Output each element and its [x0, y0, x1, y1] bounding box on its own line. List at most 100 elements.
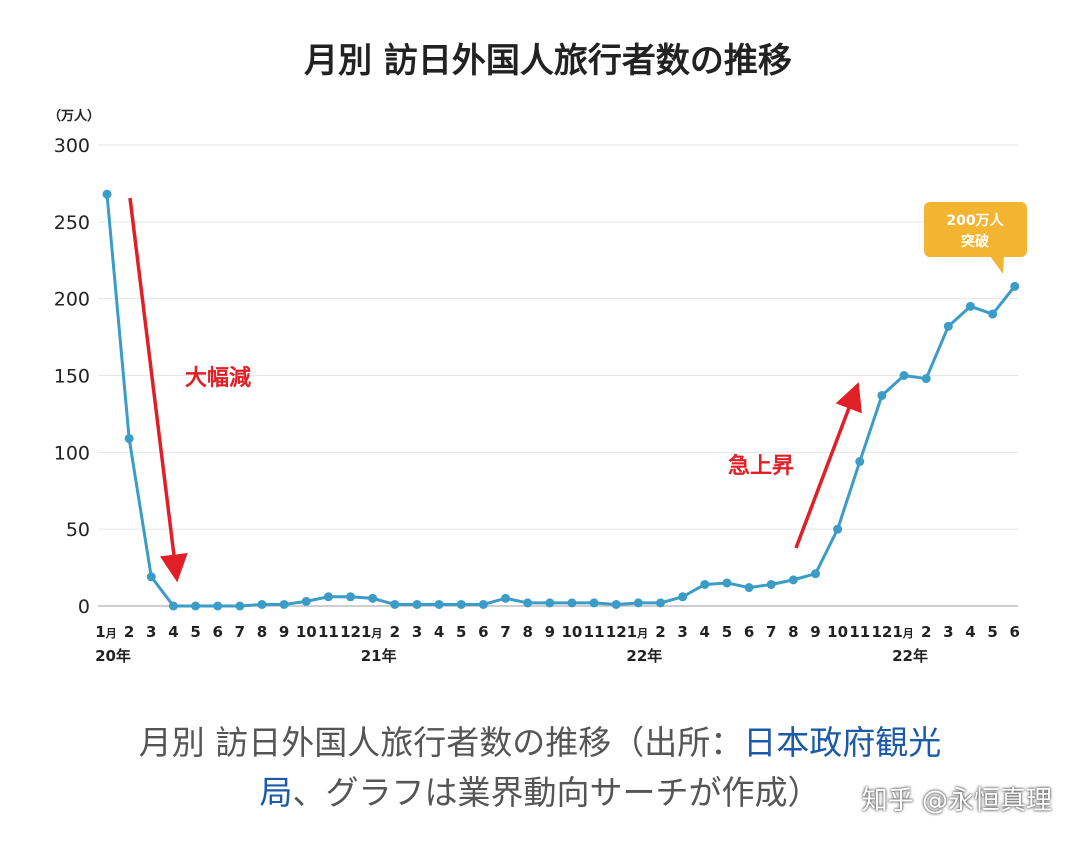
x-tick-label: 9: [545, 623, 555, 641]
data-point: [213, 601, 223, 611]
watermark: 知乎 @永恒真理: [861, 786, 1052, 816]
x-tick-label: 4: [700, 623, 710, 641]
data-point: [124, 434, 134, 444]
x-tick-label: 12: [871, 623, 892, 641]
data-point: [589, 598, 599, 608]
data-point: [368, 593, 378, 603]
caption-source-1: 日本政府観光: [743, 723, 942, 762]
data-point: [921, 374, 931, 384]
series-line: [105, 192, 1017, 608]
x-tick-label: 4: [434, 623, 444, 641]
x-tick-label: 8: [522, 623, 532, 641]
x-tick-label: 3: [146, 623, 156, 641]
data-point: [545, 598, 555, 608]
year-label: 21年: [361, 647, 397, 665]
x-tick-label: 1月: [892, 623, 913, 641]
figure-caption: 月別 訪日外国人旅行者数の推移（出所：日本政府観光局、グラフは業界動向サーチが作…: [40, 718, 1040, 818]
callout-box: [924, 202, 1027, 257]
data-point: [501, 593, 511, 603]
series-visitors: [102, 189, 1020, 611]
x-tick-label: 3: [677, 623, 687, 641]
y-tick-label: 200: [54, 289, 90, 311]
x-tick-label: 11: [318, 623, 339, 641]
year-label: 22年: [626, 647, 662, 665]
x-tick-label: 10: [562, 623, 583, 641]
x-tick-label: 2: [655, 623, 665, 641]
x-tick-label: 6: [212, 623, 222, 641]
chart-title: 月別 訪日外国人旅行者数の推移: [304, 41, 792, 81]
data-point: [788, 575, 798, 585]
line-chart: 月別 訪日外国人旅行者数の推移 （万人） 050100150200250300 …: [48, 41, 1027, 665]
data-point: [456, 599, 466, 609]
callout-text-line1: 200万人: [946, 212, 1004, 229]
data-point: [235, 601, 245, 611]
data-point: [191, 601, 201, 611]
data-point: [722, 578, 732, 588]
data-point: [700, 579, 710, 589]
data-point: [257, 599, 267, 609]
caption-text-2: 、グラフは業界動向サーチが作成）: [292, 773, 821, 812]
annotations: 大幅減 急上昇 200万人 突破: [128, 197, 1027, 583]
x-tick-label: 10: [296, 623, 317, 641]
x-tick-label: 4: [168, 623, 178, 641]
data-point: [102, 189, 112, 199]
data-point: [965, 301, 975, 311]
x-tick-label: 5: [190, 623, 200, 641]
y-tick-label: 0: [78, 596, 90, 618]
caption-source-2: 局: [259, 773, 293, 812]
y-axis-ticks: 0 50 100 150 200 250 300: [54, 135, 90, 618]
x-tick-label: 12: [340, 623, 361, 641]
x-tick-label: 5: [456, 623, 466, 641]
data-point: [412, 599, 422, 609]
x-tick-label: 7: [235, 623, 245, 641]
x-axis-ticks: 1月 2 3 4 5 6 7 8 9 10 11 12 1月 2 3 4 5 6 7 8 9 10 11 12 1月 2 3 4 5 6 7…: [95, 623, 1020, 641]
x-tick-label: 6: [1010, 623, 1020, 641]
x-tick-label: 9: [810, 623, 820, 641]
y-tick-label: 150: [54, 366, 90, 388]
data-point: [899, 371, 909, 380]
x-tick-label: 11: [584, 623, 605, 641]
x-tick-label: 8: [788, 623, 798, 641]
x-tick-label: 7: [766, 623, 776, 641]
x-tick-label: 1月: [95, 623, 116, 641]
callout-tail: [990, 256, 1004, 274]
data-point: [168, 601, 178, 611]
increase-arrow: [794, 382, 862, 549]
data-point: [943, 321, 953, 331]
data-point: [567, 598, 577, 608]
x-tick-label: 9: [279, 623, 289, 641]
y-tick-label: 50: [66, 519, 90, 541]
x-tick-label: 2: [921, 623, 931, 641]
x-tick-label: 11: [849, 623, 870, 641]
x-tick-label: 2: [390, 623, 400, 641]
data-point: [434, 599, 444, 609]
year-label: 22年: [892, 647, 928, 665]
x-tick-label: 5: [722, 623, 732, 641]
x-axis-year-labels: 20年 21年 22年 22年: [95, 647, 928, 665]
data-point: [766, 579, 776, 589]
data-point: [833, 524, 843, 534]
x-tick-label: 6: [478, 623, 488, 641]
x-tick-label: 12: [606, 623, 627, 641]
x-tick-label: 6: [744, 623, 754, 641]
data-point: [611, 599, 621, 609]
x-tick-label: 4: [965, 623, 975, 641]
data-point: [810, 569, 820, 579]
x-tick-label: 10: [827, 623, 848, 641]
data-point: [146, 572, 156, 582]
x-tick-label: 2: [124, 623, 134, 641]
data-point: [633, 598, 643, 608]
data-point: [523, 598, 533, 608]
data-point: [323, 592, 333, 602]
y-tick-label: 300: [54, 135, 90, 157]
data-point: [390, 599, 400, 609]
data-point: [678, 592, 688, 602]
data-point: [877, 390, 887, 400]
x-tick-label: 1月: [627, 623, 648, 641]
caption-text-1: 月別 訪日外国人旅行者数の推移（出所：: [138, 723, 744, 762]
x-tick-label: 8: [257, 623, 267, 641]
y-axis-unit-label: （万人）: [48, 108, 100, 124]
data-point: [301, 596, 311, 606]
data-point: [744, 583, 754, 593]
year-label: 20年: [95, 647, 131, 665]
